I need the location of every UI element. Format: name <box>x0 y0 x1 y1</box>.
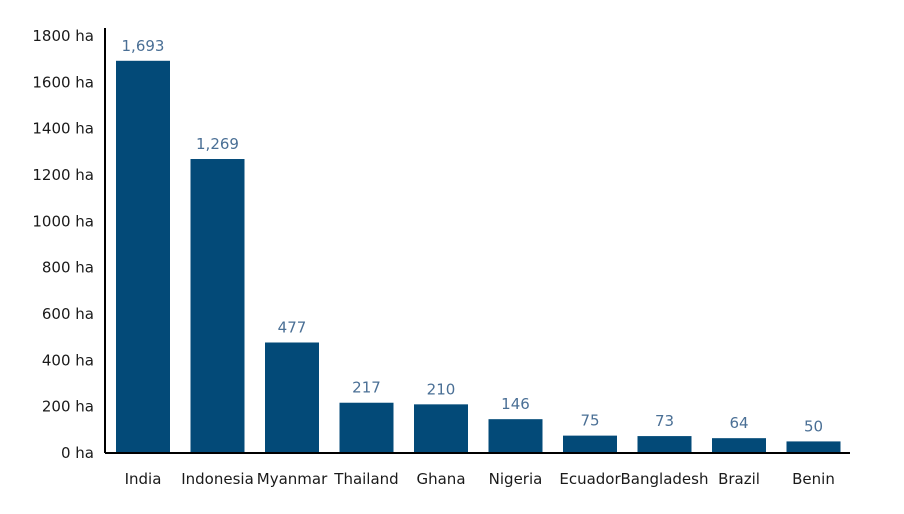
category-label: Indonesia <box>181 470 254 488</box>
data-label: 210 <box>427 380 456 398</box>
bar-brazil <box>712 438 766 453</box>
y-tick-label: 1200 ha <box>32 166 94 184</box>
bar-benin <box>786 441 841 453</box>
category-label: Thailand <box>333 470 398 488</box>
data-label: 146 <box>501 395 530 413</box>
bar-thailand <box>339 402 394 453</box>
category-label: Ghana <box>416 470 465 488</box>
category-label: Brazil <box>718 470 760 488</box>
bar-nigeria <box>488 419 543 453</box>
category-label: Myanmar <box>257 470 328 488</box>
y-tick-label: 400 ha <box>42 351 94 369</box>
y-tick-label: 1400 ha <box>32 120 94 138</box>
data-label: 217 <box>352 379 381 397</box>
bar-india <box>116 60 170 454</box>
data-label: 64 <box>729 414 748 432</box>
y-tick-label: 600 ha <box>42 305 94 323</box>
y-tick-label: 800 ha <box>42 259 94 277</box>
bar-myanmar <box>265 342 319 453</box>
bars <box>116 60 841 454</box>
data-label: 477 <box>278 318 307 336</box>
y-axis: 0 ha 200 ha 400 ha 600 ha 800 ha 1000 ha 1200 … <box>32 27 106 462</box>
y-tick-label: 200 ha <box>42 398 94 416</box>
y-tick-label: 1800 ha <box>32 27 94 45</box>
data-labels: 1,693 1,269 477 217 210 146 75 73 64 50 <box>122 37 824 436</box>
data-label: 75 <box>580 412 599 430</box>
bar-indonesia <box>190 159 245 453</box>
category-label: Nigeria <box>489 470 543 488</box>
data-label: 1,269 <box>196 135 239 153</box>
bar-ecuador <box>563 435 617 453</box>
data-label: 50 <box>804 417 823 435</box>
y-tick-label: 0 ha <box>61 444 94 462</box>
category-label: Ecuador <box>559 470 621 488</box>
y-tick-label: 1600 ha <box>32 73 94 91</box>
category-label: India <box>125 470 162 488</box>
category-label: Benin <box>792 470 835 488</box>
x-axis: India Indonesia Myanmar Thailand Ghana Nigeri… <box>105 452 850 488</box>
y-tick-label: 1000 ha <box>32 212 94 230</box>
bar-bangladesh <box>637 436 692 453</box>
bar-ghana <box>414 404 468 453</box>
category-label: Bangladesh <box>621 470 709 488</box>
data-label: 73 <box>655 412 674 430</box>
data-label: 1,693 <box>122 37 165 55</box>
